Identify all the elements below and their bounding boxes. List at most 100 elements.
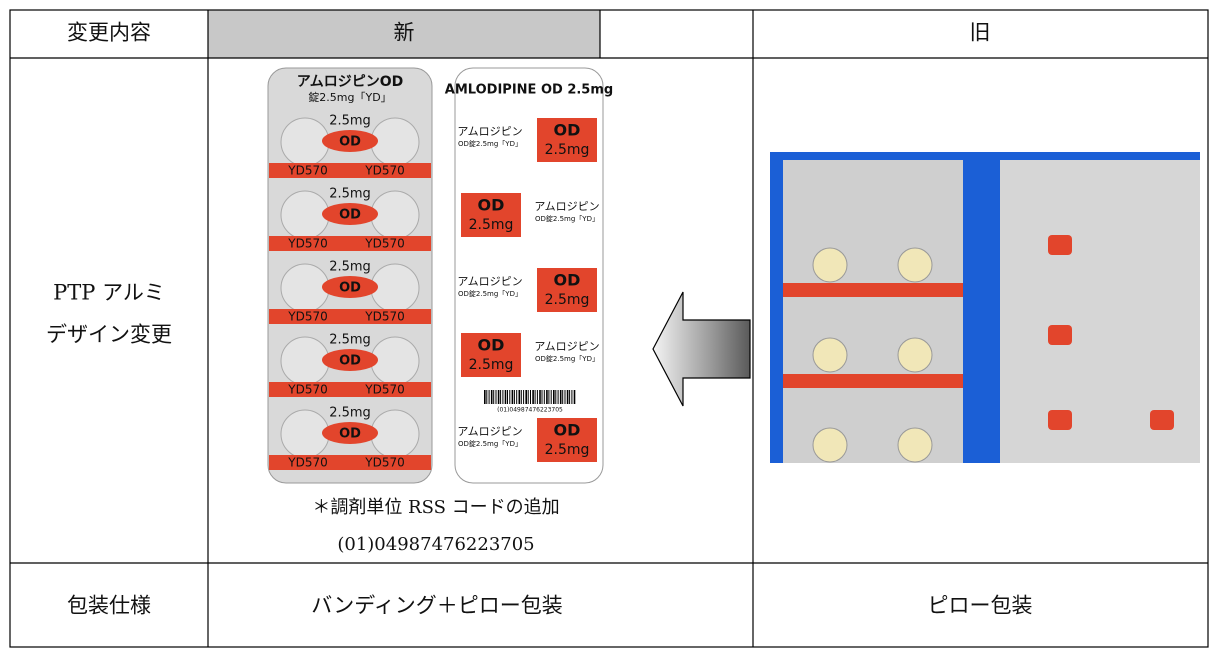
- barcode-bar: [490, 390, 493, 404]
- tablet: [280, 263, 330, 313]
- barcode-bar: [530, 390, 531, 404]
- barcode-bar: [532, 390, 534, 404]
- code-text: YD570: [287, 310, 327, 324]
- barcode-bar: [536, 390, 538, 404]
- sub-text: OD錠2.5mg「YD」: [535, 354, 599, 363]
- code-band: [269, 163, 431, 178]
- od-box: [461, 333, 521, 377]
- code-text: YD570: [364, 310, 404, 324]
- tablet: [370, 409, 420, 459]
- code-band: [269, 382, 431, 397]
- barcode-bar: [571, 390, 573, 404]
- barcode-bar: [502, 390, 504, 404]
- tablet: [370, 190, 420, 240]
- dose-text: 2.5mg: [329, 333, 371, 348]
- tablet: [370, 117, 420, 167]
- od-text: OD: [478, 196, 505, 215]
- item-text: PTP アルミ: [53, 281, 165, 305]
- code-text: YD570: [364, 456, 404, 470]
- code-text: YD570: [287, 456, 327, 470]
- od-oval: [322, 349, 378, 371]
- barcode-bar: [553, 390, 555, 404]
- header-new-bg: [208, 10, 600, 58]
- barcode-bar: [495, 390, 497, 404]
- od-box: [537, 418, 597, 462]
- blister-title: AMLODIPINE OD 2.5mg: [445, 83, 613, 98]
- dose-text: 2.5mg: [329, 406, 371, 421]
- barcode-bar: [520, 390, 522, 404]
- header-cell: 新: [394, 21, 415, 45]
- header-cell: 旧: [970, 21, 991, 45]
- name-text: アムロジピン: [457, 425, 522, 438]
- sub-text: OD錠2.5mg「YD」: [535, 214, 599, 223]
- barcode-bar: [516, 390, 518, 404]
- barcode-bar: [513, 390, 515, 404]
- dose-text: 2.5mg: [545, 292, 590, 308]
- barcode-bar: [555, 390, 557, 404]
- barcode-bar: [525, 390, 527, 404]
- name-text: アムロジピン: [534, 340, 599, 353]
- table-lines: [9, 9, 1209, 648]
- barcode-bar: [573, 390, 576, 404]
- code-text: YD570: [364, 164, 404, 178]
- dose-text: 2.5mg: [469, 357, 514, 373]
- barcode-bar: [566, 390, 569, 404]
- item-text: 包装仕様: [67, 594, 151, 618]
- blister-back: [454, 67, 604, 484]
- od-box: [461, 193, 521, 237]
- barcode-bar: [557, 390, 559, 404]
- note-text: (01)04987476223705: [337, 534, 534, 555]
- sub-text: OD錠2.5mg「YD」: [458, 289, 522, 298]
- old-photo: [770, 152, 1200, 463]
- dose-text: 2.5mg: [329, 260, 371, 275]
- dose-text: 2.5mg: [469, 217, 514, 233]
- od-text: OD: [339, 208, 361, 223]
- barcode-bar: [541, 390, 543, 404]
- od-text: OD: [339, 354, 361, 369]
- barcode-bar: [500, 390, 502, 404]
- code-text: YD570: [287, 383, 327, 397]
- barcode-bar: [523, 390, 525, 404]
- dose-text: 2.5mg: [545, 442, 590, 458]
- od-text: OD: [339, 427, 361, 442]
- od-box: [537, 268, 597, 312]
- od-text: OD: [339, 281, 361, 296]
- od-text: OD: [554, 421, 581, 440]
- blister-subtitle: 錠2.5mg「YD」: [308, 90, 391, 104]
- od-text: OD: [554, 121, 581, 140]
- od-box: [537, 118, 597, 162]
- barcode-bar: [548, 390, 550, 404]
- od-text: OD: [554, 271, 581, 290]
- tablet: [370, 336, 420, 386]
- item-text: デザイン変更: [46, 323, 172, 347]
- barcode-bar: [518, 390, 521, 404]
- code-band: [269, 236, 431, 251]
- od-oval: [322, 203, 378, 225]
- barcode-bar: [504, 390, 507, 404]
- name-text: アムロジピン: [534, 200, 599, 213]
- od-oval: [322, 276, 378, 298]
- name-text: アムロジピン: [457, 125, 522, 138]
- od-oval: [322, 422, 378, 444]
- barcode-bar: [550, 390, 552, 404]
- barcode-bar: [546, 390, 548, 404]
- barcode-bar: [543, 390, 545, 404]
- sub-text: OD錠2.5mg「YD」: [458, 139, 522, 148]
- note-text: ＊調剤単位 RSS コードの追加: [312, 497, 559, 518]
- barcode-bar: [539, 390, 541, 404]
- barcode-number: (01)04987476223705: [497, 407, 563, 414]
- code-text: YD570: [287, 237, 327, 251]
- barcode-bar: [488, 390, 490, 404]
- dose-text: 2.5mg: [545, 142, 590, 158]
- barcode-bar: [534, 390, 536, 404]
- od-text: OD: [478, 336, 505, 355]
- barcode-bar: [497, 390, 500, 404]
- barcode-bar: [564, 390, 566, 404]
- barcode-bar: [484, 390, 486, 404]
- tablet: [280, 190, 330, 240]
- barcode-bar: [486, 390, 488, 404]
- tablet: [280, 117, 330, 167]
- barcode-bar: [559, 390, 562, 404]
- od-oval: [322, 130, 378, 152]
